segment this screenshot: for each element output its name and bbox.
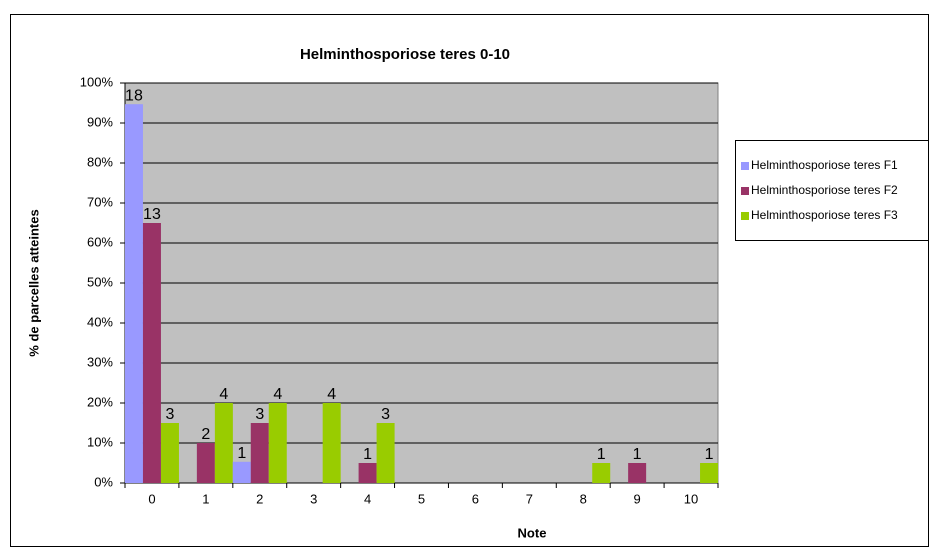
x-tick-label: 8	[580, 491, 587, 506]
y-tick-label: 90%	[87, 114, 113, 129]
data-label: 2	[201, 426, 210, 443]
x-tick-label: 1	[202, 491, 209, 506]
x-tick-label: 10	[684, 491, 698, 506]
legend-swatch	[741, 212, 749, 220]
y-tick-label: 0%	[94, 474, 113, 489]
bar	[124, 104, 143, 483]
y-axis-label: % de parcelles atteintes	[26, 209, 41, 356]
data-label: 1	[363, 446, 372, 463]
legend-box	[735, 140, 929, 241]
y-tick-label: 40%	[87, 314, 113, 329]
data-label: 3	[381, 406, 390, 423]
bar	[628, 463, 647, 483]
data-label: 3	[166, 406, 175, 423]
legend-label: Helminthosporiose teres F2	[751, 183, 898, 197]
bar	[196, 443, 215, 483]
data-label: 4	[219, 386, 228, 403]
legend-swatch	[741, 187, 749, 195]
legend-label: Helminthosporiose teres F3	[751, 208, 898, 222]
y-tick-label: 20%	[87, 394, 113, 409]
x-tick-label: 3	[310, 491, 317, 506]
y-tick-label: 80%	[87, 154, 113, 169]
bar	[376, 423, 395, 483]
x-tick-label: 9	[634, 491, 641, 506]
y-tick-label: 10%	[87, 434, 113, 449]
bar	[700, 463, 719, 483]
chart-title: Helminthosporiose teres 0-10	[300, 46, 510, 63]
x-axis-label: Note	[518, 525, 547, 540]
y-tick-label: 60%	[87, 234, 113, 249]
x-tick-label: 5	[418, 491, 425, 506]
bar	[232, 461, 251, 483]
data-label: 1	[705, 446, 714, 463]
data-label: 4	[273, 386, 282, 403]
y-tick-label: 70%	[87, 194, 113, 209]
x-tick-label: 7	[526, 491, 533, 506]
legend-label: Helminthosporiose teres F1	[751, 158, 898, 172]
y-tick-label: 30%	[87, 354, 113, 369]
bar	[322, 403, 341, 483]
y-tick-label: 50%	[87, 274, 113, 289]
bar	[250, 423, 269, 483]
data-label: 18	[125, 87, 143, 104]
bar	[358, 463, 377, 483]
bar	[214, 403, 233, 483]
y-tick-label: 100%	[80, 74, 114, 89]
x-tick-label: 0	[148, 491, 155, 506]
data-label: 1	[633, 446, 642, 463]
legend-swatch	[741, 162, 749, 170]
bar	[160, 423, 179, 483]
data-label: 1	[237, 445, 246, 462]
x-tick-label: 4	[364, 491, 371, 506]
x-tick-label: 2	[256, 491, 263, 506]
data-label: 3	[255, 406, 264, 423]
bar	[268, 403, 287, 483]
x-tick-label: 6	[472, 491, 479, 506]
bar	[592, 463, 611, 483]
bar	[142, 223, 161, 483]
data-label: 4	[327, 386, 336, 403]
data-label: 13	[143, 206, 161, 223]
data-label: 1	[597, 446, 606, 463]
